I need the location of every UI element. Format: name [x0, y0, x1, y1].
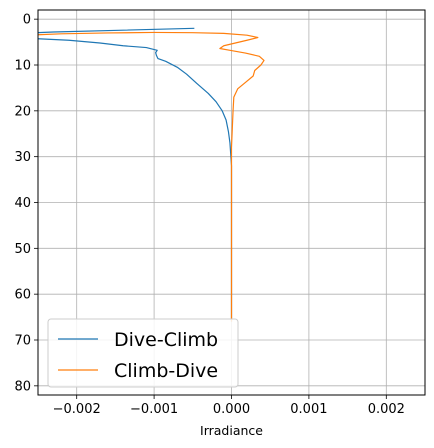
y-tick-label: 60: [14, 288, 31, 303]
y-tick-label: 30: [14, 150, 31, 165]
y-tick-label: 20: [14, 104, 31, 119]
y-tick-label: 0: [23, 13, 31, 28]
series-line-dive-climb: [38, 27, 233, 322]
y-tick-label: 40: [14, 196, 31, 211]
series-line-climb-dive: [38, 31, 265, 322]
x-tick-label: −0.001: [130, 402, 178, 417]
y-tick-label: 50: [14, 242, 31, 257]
series-layer: [38, 27, 265, 322]
x-tick-label: 0.000: [213, 402, 250, 417]
y-tick-label: 70: [14, 334, 31, 349]
legend-label: Climb-Dive: [114, 360, 218, 382]
legend: Dive-Climb Climb-Dive: [47, 318, 239, 388]
x-tick-label: −0.002: [53, 402, 101, 417]
y-tick-label: 10: [14, 59, 31, 74]
x-axis-label: Irradiance: [200, 423, 263, 438]
x-tick-label: 0.002: [368, 402, 405, 417]
ticks: −0.002 −0.001 0.000 0.001 0.002 0 10 20 30 40 50 60…: [14, 13, 404, 417]
y-tick-label: 80: [14, 379, 31, 394]
legend-label: Dive-Climb: [114, 329, 218, 351]
x-tick-label: 0.001: [290, 402, 327, 417]
